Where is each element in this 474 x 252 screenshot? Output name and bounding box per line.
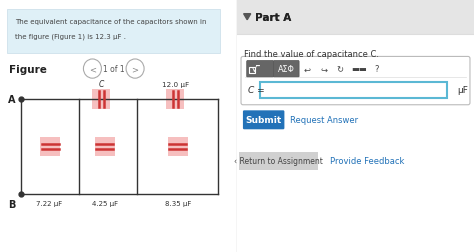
- Text: Submit: Submit: [246, 116, 282, 125]
- Bar: [249, 68, 255, 74]
- Bar: [95, 137, 115, 156]
- Text: 7.22 μF: 7.22 μF: [36, 200, 62, 206]
- Bar: [40, 137, 60, 156]
- Text: 1 of 1: 1 of 1: [103, 65, 125, 74]
- Text: ‹ Return to Assignment: ‹ Return to Assignment: [234, 157, 323, 166]
- Bar: [237, 0, 474, 35]
- FancyBboxPatch shape: [239, 152, 318, 170]
- Text: ↻: ↻: [337, 65, 344, 74]
- Text: B: B: [8, 199, 15, 209]
- Bar: [168, 137, 188, 156]
- Text: Part A: Part A: [255, 13, 292, 23]
- Text: ↪: ↪: [320, 65, 327, 74]
- Text: Part A: Part A: [255, 13, 292, 23]
- Text: 12.0 μF: 12.0 μF: [162, 81, 189, 87]
- Text: AΣΦ: AΣΦ: [278, 65, 295, 74]
- Text: μF: μF: [457, 86, 468, 95]
- Text: √‾: √‾: [252, 65, 261, 74]
- Bar: [237, 0, 474, 35]
- Bar: [259, 82, 447, 99]
- FancyBboxPatch shape: [7, 10, 220, 54]
- FancyBboxPatch shape: [241, 57, 470, 105]
- Text: 8.35 μF: 8.35 μF: [164, 200, 191, 206]
- FancyBboxPatch shape: [273, 61, 299, 78]
- Text: ▬▬: ▬▬: [351, 65, 367, 74]
- Text: 4.25 μF: 4.25 μF: [92, 200, 118, 206]
- Polygon shape: [244, 15, 251, 21]
- Text: the figure (Figure 1) is 12.3 μF .: the figure (Figure 1) is 12.3 μF .: [15, 33, 127, 40]
- FancyBboxPatch shape: [243, 111, 284, 130]
- Text: <: <: [89, 65, 96, 74]
- Text: A: A: [8, 94, 15, 105]
- Text: Provide Feedback: Provide Feedback: [330, 157, 404, 166]
- Text: Figure: Figure: [9, 64, 47, 74]
- FancyBboxPatch shape: [246, 61, 273, 78]
- Bar: [166, 90, 184, 109]
- Text: >: >: [132, 65, 138, 74]
- Text: ↩: ↩: [303, 65, 310, 74]
- Text: Request Answer: Request Answer: [290, 116, 358, 125]
- Text: ?: ?: [374, 65, 379, 74]
- Bar: [92, 90, 110, 109]
- Text: Find the value of capacitance C.: Find the value of capacitance C.: [244, 50, 379, 59]
- Text: C: C: [99, 79, 104, 88]
- Text: C =: C =: [247, 86, 264, 95]
- Bar: [237, 35, 474, 252]
- Text: The equivalent capacitance of the capacitors shown in: The equivalent capacitance of the capaci…: [15, 18, 207, 24]
- Polygon shape: [244, 15, 251, 21]
